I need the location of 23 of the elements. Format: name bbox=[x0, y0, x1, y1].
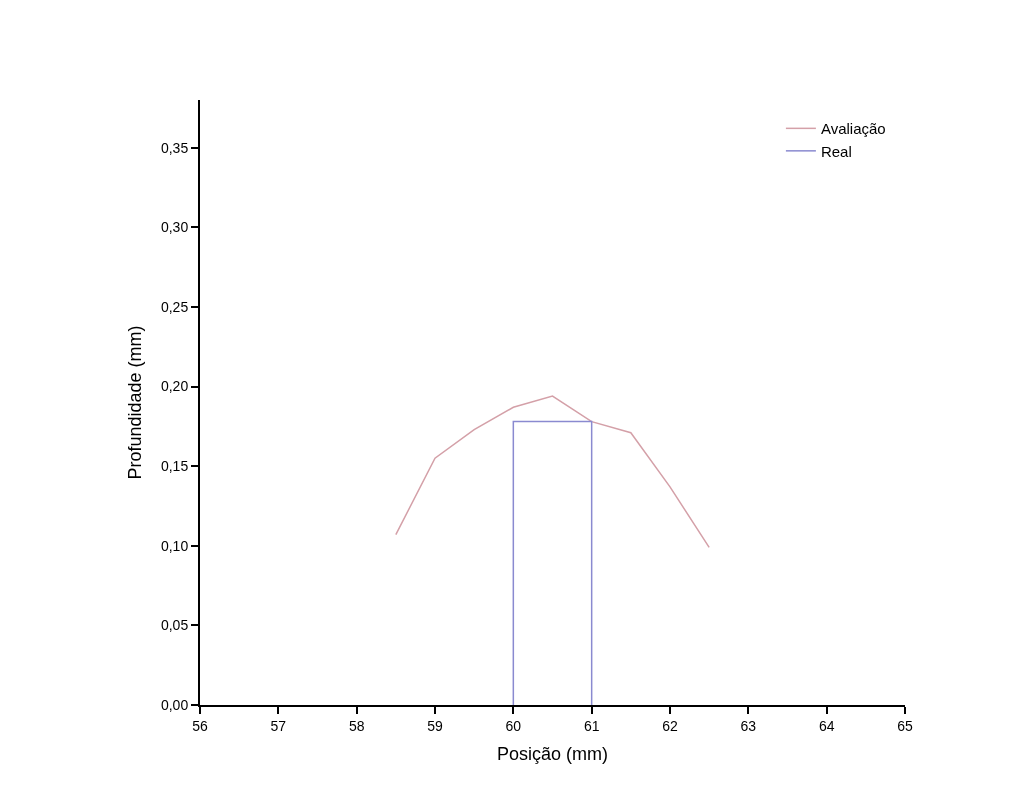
y-tick-label: 0,10 bbox=[160, 537, 189, 554]
x-tick-label: 58 bbox=[348, 717, 365, 734]
x-tick-label: 63 bbox=[740, 717, 757, 734]
x-tick-label: 60 bbox=[505, 717, 522, 734]
x-tick-label: 65 bbox=[897, 717, 913, 734]
x-tick-label: 59 bbox=[427, 717, 443, 734]
x-tick-label: 61 bbox=[583, 717, 600, 734]
y-axis-title: Profundidade (mm) bbox=[124, 325, 145, 480]
x-tick-label: 64 bbox=[818, 717, 835, 734]
y-tick-label: 0,30 bbox=[160, 219, 189, 236]
legend-label: Real bbox=[820, 142, 852, 160]
y-tick-label: 0,25 bbox=[160, 298, 189, 315]
y-tick-label: 0,35 bbox=[160, 139, 189, 156]
y-tick-label: 0,05 bbox=[160, 617, 189, 634]
y-tick-label: 0,20 bbox=[160, 378, 189, 395]
x-axis-title: Posição (mm) bbox=[496, 744, 609, 765]
line-series bbox=[395, 395, 710, 549]
x-tick-label: 62 bbox=[662, 717, 678, 734]
y-tick-label: 0,15 bbox=[160, 458, 189, 475]
legend-label: Avaliação bbox=[820, 120, 886, 138]
y-tick-label: 0,00 bbox=[160, 696, 189, 713]
x-tick-label: 57 bbox=[270, 717, 287, 734]
x-tick-label: 56 bbox=[192, 717, 208, 734]
